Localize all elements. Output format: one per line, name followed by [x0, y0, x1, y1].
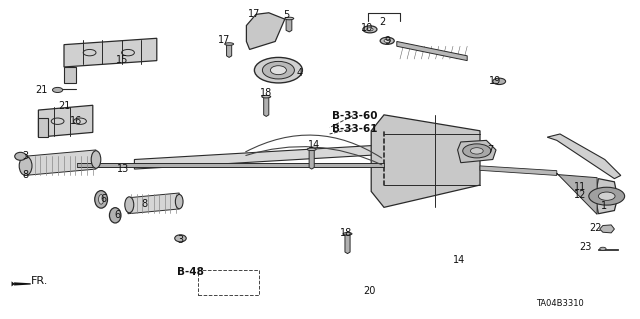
Text: 11: 11: [574, 182, 587, 192]
Text: 1: 1: [600, 201, 607, 211]
Polygon shape: [598, 249, 618, 250]
Ellipse shape: [343, 233, 352, 235]
Polygon shape: [371, 115, 480, 207]
Polygon shape: [227, 45, 232, 57]
Text: 6: 6: [115, 210, 121, 220]
Polygon shape: [600, 225, 614, 233]
Ellipse shape: [92, 151, 101, 168]
Text: 19: 19: [488, 76, 501, 86]
Text: TA04B3310: TA04B3310: [536, 299, 584, 308]
Text: 8: 8: [22, 170, 29, 181]
Text: 9: 9: [384, 36, 390, 47]
Circle shape: [463, 144, 491, 158]
Circle shape: [589, 187, 625, 205]
Polygon shape: [12, 281, 14, 286]
Text: 14: 14: [307, 140, 320, 150]
Polygon shape: [595, 179, 618, 214]
Text: 17: 17: [218, 35, 230, 45]
Polygon shape: [128, 193, 179, 214]
Text: 14: 14: [453, 255, 466, 265]
Ellipse shape: [95, 190, 108, 208]
Circle shape: [470, 148, 483, 154]
Ellipse shape: [225, 43, 234, 45]
Polygon shape: [38, 105, 93, 137]
Ellipse shape: [285, 17, 294, 20]
Text: 22: 22: [589, 223, 602, 233]
Polygon shape: [458, 140, 496, 163]
Text: 6: 6: [100, 194, 107, 204]
Text: 17: 17: [248, 9, 260, 19]
Ellipse shape: [367, 28, 373, 31]
Polygon shape: [557, 173, 597, 214]
Ellipse shape: [600, 247, 606, 250]
Ellipse shape: [363, 26, 377, 33]
Polygon shape: [38, 118, 48, 137]
Text: 3: 3: [177, 235, 184, 245]
Text: FR.: FR.: [31, 276, 49, 286]
Polygon shape: [77, 163, 384, 167]
Ellipse shape: [175, 235, 186, 242]
Polygon shape: [397, 41, 467, 61]
Text: 18: 18: [259, 87, 272, 98]
Polygon shape: [547, 134, 621, 179]
Text: 12: 12: [574, 189, 587, 200]
Text: B-33-60: B-33-60: [332, 111, 378, 121]
Text: 4: 4: [296, 68, 303, 78]
Polygon shape: [264, 97, 269, 116]
Text: 20: 20: [364, 286, 376, 296]
Bar: [198, 270, 259, 295]
Ellipse shape: [262, 95, 271, 98]
Ellipse shape: [109, 208, 121, 223]
Ellipse shape: [125, 197, 134, 213]
Text: 15: 15: [116, 55, 129, 65]
Ellipse shape: [270, 66, 287, 75]
Text: 18: 18: [340, 228, 353, 238]
Text: 7: 7: [487, 145, 493, 155]
Text: B-33-61: B-33-61: [332, 123, 378, 134]
Text: 13: 13: [117, 164, 130, 174]
Polygon shape: [134, 140, 461, 169]
Polygon shape: [309, 150, 314, 169]
Text: 3: 3: [22, 151, 29, 161]
Polygon shape: [14, 282, 31, 286]
Ellipse shape: [380, 37, 394, 44]
Polygon shape: [345, 234, 350, 254]
Polygon shape: [246, 13, 285, 49]
Ellipse shape: [307, 148, 316, 151]
Ellipse shape: [99, 195, 104, 204]
Circle shape: [52, 87, 63, 93]
Text: 8: 8: [141, 199, 147, 209]
Ellipse shape: [262, 61, 294, 79]
Text: 21: 21: [58, 101, 70, 111]
Ellipse shape: [254, 57, 302, 83]
Polygon shape: [64, 38, 157, 67]
Ellipse shape: [15, 152, 26, 160]
Ellipse shape: [19, 156, 32, 175]
Polygon shape: [64, 67, 76, 83]
Text: 23: 23: [579, 242, 592, 252]
Text: 5: 5: [283, 10, 289, 20]
Text: 16: 16: [70, 115, 83, 126]
Text: 2: 2: [380, 17, 386, 27]
Ellipse shape: [175, 195, 183, 209]
Ellipse shape: [493, 78, 506, 85]
Text: 21: 21: [35, 85, 48, 95]
Polygon shape: [24, 150, 96, 175]
Text: 10: 10: [361, 23, 374, 33]
Ellipse shape: [384, 39, 390, 42]
Polygon shape: [286, 19, 292, 32]
Polygon shape: [480, 166, 557, 175]
Circle shape: [598, 192, 615, 200]
Text: B-48: B-48: [177, 267, 204, 277]
